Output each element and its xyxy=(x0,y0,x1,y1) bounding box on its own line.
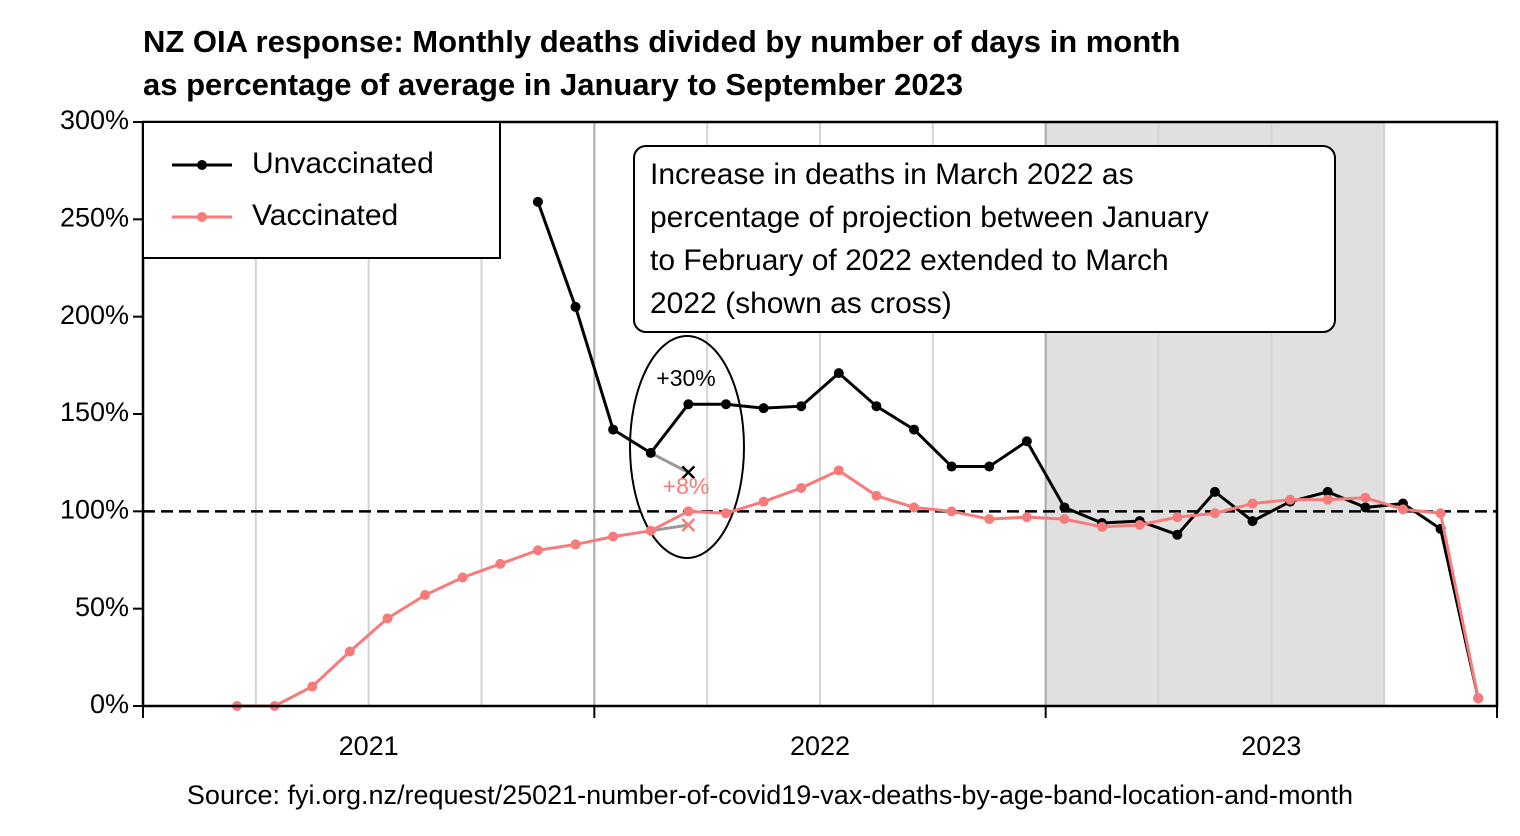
point xyxy=(1322,494,1333,505)
x-tick-label: 2021 xyxy=(339,731,399,761)
point xyxy=(720,399,731,410)
point xyxy=(1172,512,1183,523)
point xyxy=(1360,492,1371,503)
chart-title: as percentage of average in January to S… xyxy=(143,67,963,102)
point xyxy=(1059,502,1070,513)
point xyxy=(1134,519,1145,530)
legend-label: Unvaccinated xyxy=(252,147,434,180)
annotation-label: +8% xyxy=(663,473,710,499)
point xyxy=(796,482,807,493)
point xyxy=(1397,504,1408,515)
x-tick-label: 2023 xyxy=(1241,731,1301,761)
line xyxy=(237,468,1480,708)
point xyxy=(608,531,619,542)
point xyxy=(420,590,431,601)
point xyxy=(532,196,543,207)
note-text: percentage of projection between January xyxy=(650,201,1209,234)
projection-cross xyxy=(681,465,696,480)
point xyxy=(307,681,318,692)
point xyxy=(683,506,694,517)
point xyxy=(909,424,920,435)
y-tick-label: 100% xyxy=(60,494,129,524)
point xyxy=(1209,508,1220,519)
point xyxy=(645,525,656,536)
point xyxy=(1322,486,1333,497)
legend-marker xyxy=(197,160,207,170)
projection-line xyxy=(650,451,690,474)
point xyxy=(570,539,581,550)
projection-cross xyxy=(681,518,696,532)
point xyxy=(382,613,393,624)
x-tick-label: 2022 xyxy=(790,731,850,761)
source: Source: fyi.org.nz/request/25021-number-… xyxy=(187,780,1353,810)
point xyxy=(984,461,995,472)
y-tick-label: 50% xyxy=(75,592,129,622)
point xyxy=(1360,502,1371,513)
point xyxy=(909,502,920,513)
point xyxy=(796,401,807,412)
y-tick-label: 300% xyxy=(60,105,129,135)
y-tick-label: 150% xyxy=(60,397,129,427)
point xyxy=(683,399,694,410)
point xyxy=(1059,514,1070,525)
point xyxy=(532,545,543,556)
plot-frame xyxy=(141,120,1499,708)
point xyxy=(1021,436,1032,447)
note-box xyxy=(633,145,1336,333)
point xyxy=(871,401,882,412)
point xyxy=(871,490,882,501)
point xyxy=(495,558,506,569)
annotation-label: +30% xyxy=(656,365,715,391)
point xyxy=(608,424,619,435)
legend-marker xyxy=(197,212,207,222)
note-text: 2022 (shown as cross) xyxy=(650,287,952,320)
point xyxy=(457,572,468,583)
note-text: Increase in deaths in March 2022 as xyxy=(650,158,1134,191)
point xyxy=(758,496,769,507)
y-tick-label: 250% xyxy=(60,202,129,232)
projection-line xyxy=(650,523,689,533)
point xyxy=(758,403,769,414)
chart-title: NZ OIA response: Monthly deaths divided … xyxy=(143,24,1180,59)
legend-label: Vaccinated xyxy=(252,199,398,232)
point xyxy=(946,506,957,517)
point xyxy=(344,646,355,657)
point xyxy=(833,465,844,476)
point xyxy=(1021,512,1032,523)
point xyxy=(720,508,731,519)
line xyxy=(536,201,1480,699)
y-tick-label: 200% xyxy=(60,300,129,330)
y-tick-label: 0% xyxy=(90,689,129,719)
point xyxy=(1247,516,1258,527)
point xyxy=(946,461,957,472)
point xyxy=(1097,521,1108,532)
point xyxy=(1209,486,1220,497)
point xyxy=(1172,529,1183,540)
point xyxy=(833,368,844,379)
annotation-ellipse xyxy=(629,335,745,559)
point xyxy=(570,301,581,312)
point xyxy=(1435,508,1446,519)
note-text: to February of 2022 extended to March xyxy=(650,244,1169,277)
legend-box xyxy=(142,121,501,259)
point xyxy=(1247,498,1258,509)
point xyxy=(1473,693,1484,704)
point xyxy=(984,514,995,525)
point xyxy=(645,447,656,458)
point xyxy=(1285,494,1296,505)
